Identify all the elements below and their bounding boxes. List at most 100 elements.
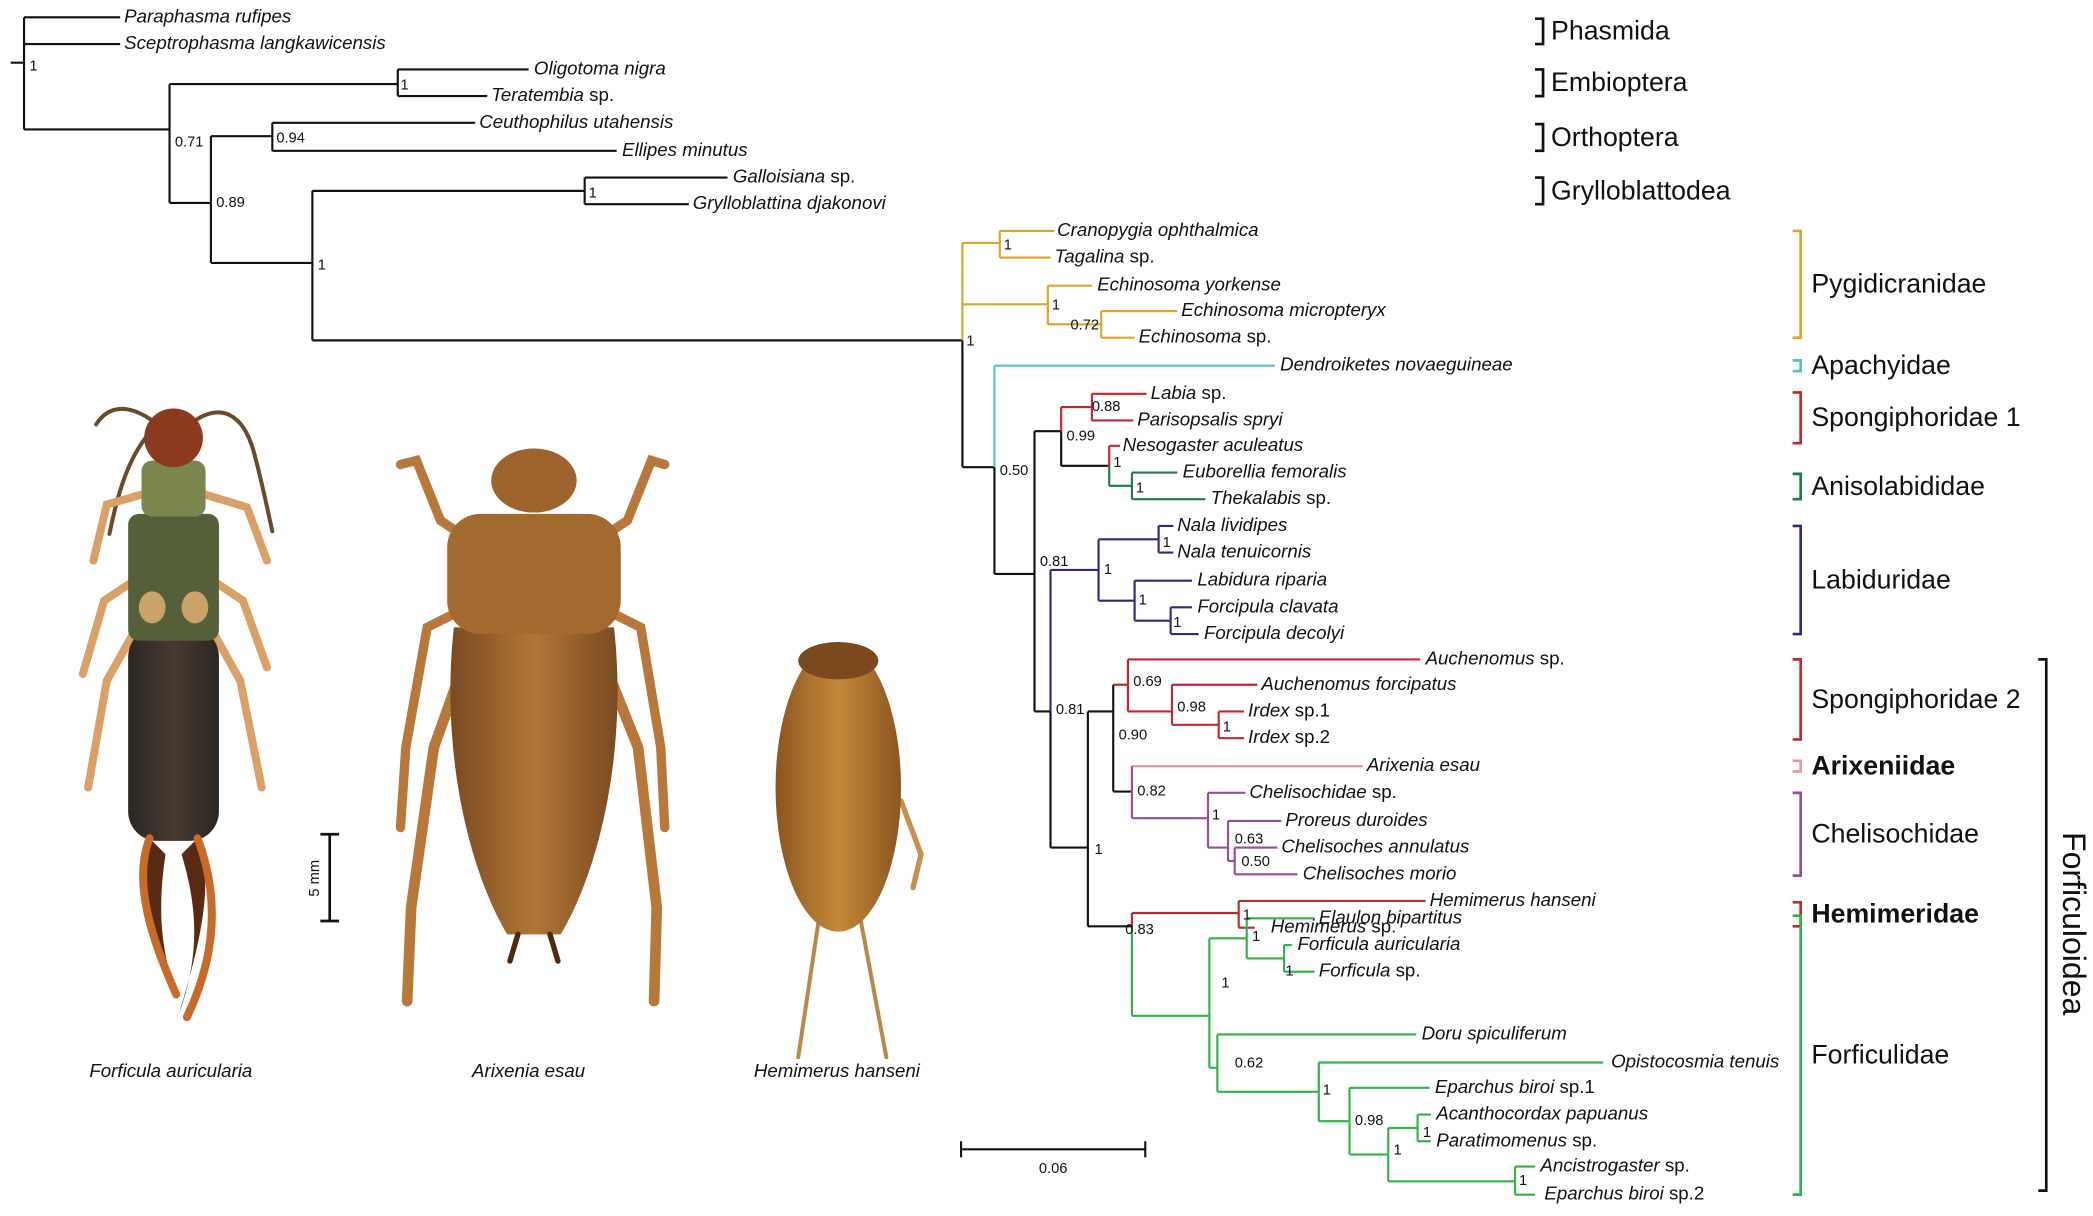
support-value: 1 [1519, 1173, 1527, 1189]
taxon-qualifier: sp.2 [1669, 1183, 1704, 1204]
taxon-label: Hemimerus sp. [1271, 916, 1397, 937]
taxon-name: Sceptrophasma langkawicensis [124, 32, 386, 53]
taxon-label: Teratembia sp. [491, 84, 614, 105]
taxon-qualifier: sp. [830, 165, 855, 186]
clade-label: Spongiphoridae 2 [1811, 684, 2020, 714]
forficula-photo [78, 406, 275, 1022]
support-value: 1 [1104, 562, 1112, 578]
support-value: 1 [1173, 615, 1181, 631]
support-value: 1 [1113, 455, 1121, 471]
taxon-label: Thekalabis sp. [1211, 487, 1331, 508]
clade-label: Forficulidae [1811, 1040, 1949, 1070]
taxon-label: Doru spiculiferum [1422, 1022, 1567, 1043]
taxon-label: Elaulon bipartitus [1319, 906, 1462, 927]
taxon-name: Euborellia femoralis [1183, 460, 1347, 481]
taxon-name: Paratimomenus [1436, 1129, 1567, 1150]
tree-branch [10, 16, 1132, 928]
clade-bracket [1792, 524, 1802, 636]
support-value: 0.81 [1040, 554, 1069, 570]
support-value: 0.50 [1000, 463, 1029, 479]
taxon-name: Ceuthophilus utahensis [479, 111, 673, 132]
support-value: 1 [1243, 908, 1251, 924]
taxon-label: Irdex sp.1 [1248, 699, 1330, 720]
taxon-label: Auchenomus forcipatus [1260, 673, 1456, 694]
tree-branch [961, 229, 1178, 341]
taxon-name: Auchenomus [1425, 647, 1535, 668]
taxon-qualifier: sp. [1306, 487, 1331, 508]
clade-label: Labiduridae [1811, 564, 1950, 594]
hemimerus-photo [775, 642, 924, 1060]
taxon-name: Echinosoma yorkense [1097, 274, 1281, 295]
taxon-qualifier: sp. [1202, 382, 1227, 403]
clade-bracket [1792, 391, 1802, 445]
tree-scale-label: 0.06 [1039, 1161, 1068, 1177]
taxon-name: Nala lividipes [1177, 514, 1287, 535]
support-value: 1 [1136, 480, 1144, 496]
clade-bracket [1792, 472, 1802, 501]
taxon-label: Ancistrogaster sp. [1539, 1155, 1689, 1176]
taxon-label: Forcipula clavata [1197, 595, 1338, 616]
support-value: 0.98 [1177, 699, 1206, 715]
tree-branch [993, 364, 1275, 468]
taxon-name: Grylloblattina djakonovi [693, 192, 887, 213]
support-value: 0.69 [1133, 674, 1162, 690]
taxon-name: Hemimerus [1271, 916, 1366, 937]
taxon-name: Chelisochidae [1249, 781, 1366, 802]
taxon-label: Euborellia femoralis [1183, 460, 1347, 481]
taxon-qualifier: sp.1 [1295, 699, 1330, 720]
taxon-label: Nala lividipes [1177, 514, 1287, 535]
taxon-label: Parisopsalis spryi [1137, 408, 1283, 429]
clade-bracket [1792, 914, 1802, 1196]
taxon-label: Chelisoches annulatus [1281, 836, 1469, 857]
taxon-name: Forcipula clavata [1197, 595, 1338, 616]
taxon-name: Oligotoma nigra [534, 57, 666, 78]
superfamily-bracket [2038, 658, 2048, 1192]
clade-label: Anisolabididae [1811, 471, 1985, 501]
photo-caption: Forficula auricularia [89, 1060, 252, 1081]
clade-label: Orthoptera [1551, 122, 1679, 152]
taxon-name: Doru spiculiferum [1422, 1022, 1567, 1043]
tree-branch [1130, 766, 1298, 876]
taxon-label: Ellipes minutus [622, 139, 748, 160]
clade-bracket [1792, 759, 1802, 773]
taxon-label: Nesogaster aculeatus [1123, 434, 1304, 455]
taxon-label: Eparchus biroi sp.1 [1435, 1076, 1595, 1097]
support-value: 1 [1004, 237, 1012, 253]
clade-label: Grylloblattodea [1551, 175, 1731, 205]
support-value: 1 [1285, 964, 1293, 980]
taxon-qualifier: sp.2 [1295, 726, 1330, 747]
taxon-qualifier: sp. [1572, 1129, 1597, 1150]
taxon-name: Forcipula decolyi [1204, 622, 1345, 643]
taxon-qualifier: sp.1 [1559, 1076, 1594, 1097]
taxon-name: Eparchus biroi [1544, 1183, 1664, 1204]
taxon-name: Dendroiketes novaeguineae [1280, 354, 1513, 375]
taxon-label: Tagalina sp. [1055, 246, 1155, 267]
support-value: 1 [1223, 719, 1231, 735]
taxon-label: Labia sp. [1151, 382, 1227, 403]
clade-bracket [1792, 359, 1802, 373]
taxon-name: Proreus duroides [1285, 809, 1427, 830]
taxon-name: Arixenia esau [1366, 754, 1481, 775]
taxon-label: Galloisiana sp. [733, 165, 856, 186]
taxon-name: Ellipes minutus [622, 139, 748, 160]
clade-label: Arixeniidae [1811, 751, 1955, 781]
support-value: 1 [1095, 842, 1103, 858]
photo-scale-bar [320, 832, 340, 923]
taxon-name: Auchenomus forcipatus [1260, 673, 1456, 694]
support-value: 0.71 [175, 135, 204, 151]
taxon-label: Echinosoma sp. [1139, 326, 1272, 347]
support-value: 0.94 [276, 131, 305, 147]
taxon-name: Forficula [1319, 960, 1391, 981]
taxon-name: Labia [1151, 382, 1197, 403]
taxon-name: Teratembia [491, 84, 584, 105]
clade-label: Chelisochidae [1811, 819, 1979, 849]
tree-branch [1049, 524, 1199, 712]
tree-branch [1060, 392, 1147, 466]
clade-bracket [1792, 791, 1802, 877]
tree-branch [1108, 465, 1206, 501]
taxon-qualifier: sp. [1540, 647, 1565, 668]
photo-scale-label: 5 mm [307, 860, 323, 897]
taxon-name: Echinosoma [1139, 326, 1242, 347]
support-value: 1 [589, 185, 597, 201]
